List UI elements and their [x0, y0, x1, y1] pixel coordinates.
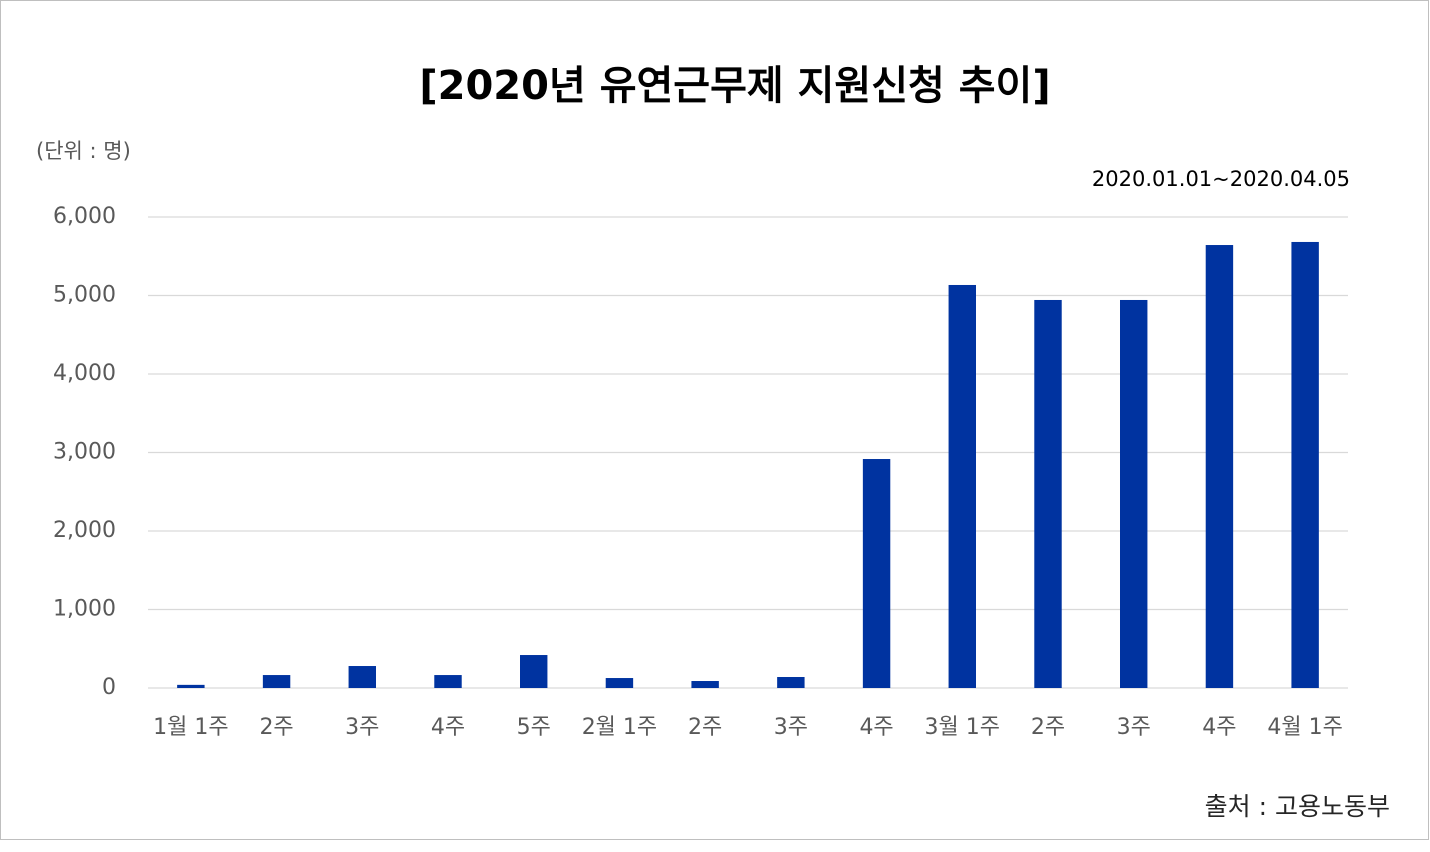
x-tick-label: 3월 1주	[925, 715, 1000, 740]
unit-label: (단위 : 명)	[36, 139, 131, 163]
chart-title: [2020년 유연근무제 지원신청 추이]	[419, 63, 1050, 109]
bar	[348, 666, 376, 688]
x-tick-label: 2월 1주	[582, 715, 657, 740]
x-tick-label: 2주	[259, 715, 293, 740]
bar	[948, 284, 976, 688]
bar	[862, 459, 891, 688]
y-tick-label: 1,000	[53, 597, 116, 622]
x-tick-label: 2주	[688, 715, 722, 740]
x-tick-label: 1월 1주	[153, 715, 228, 740]
x-tick-label: 4주	[859, 715, 893, 740]
bar	[1034, 299, 1062, 688]
date-range: 2020.01.01~2020.04.05	[1092, 167, 1350, 191]
x-tick-label: 3주	[774, 715, 808, 740]
x-tick-label: 2주	[1031, 715, 1065, 740]
bar	[691, 681, 719, 688]
x-tick-label: 3주	[1117, 715, 1151, 740]
bar	[777, 677, 805, 688]
y-tick-label: 4,000	[53, 361, 116, 386]
y-tick-label: 0	[102, 675, 116, 700]
bar	[1291, 241, 1319, 688]
bar	[1205, 245, 1234, 688]
bar	[177, 684, 205, 688]
y-tick-label: 5,000	[53, 283, 116, 308]
y-tick-label: 3,000	[53, 440, 116, 465]
bar	[605, 678, 634, 688]
bar	[434, 675, 462, 688]
bar	[1120, 299, 1148, 688]
source-note: 출처 : 고용노동부	[1205, 792, 1390, 821]
x-tick-label: 4월 1주	[1267, 715, 1342, 740]
x-tick-label: 3주	[345, 715, 379, 740]
y-tick-label: 6,000	[53, 204, 116, 229]
x-tick-label: 5주	[517, 715, 551, 740]
bar	[520, 655, 548, 688]
x-tick-label: 4주	[431, 715, 465, 740]
bar	[262, 675, 291, 688]
y-tick-label: 2,000	[53, 518, 116, 543]
x-tick-label: 4주	[1202, 715, 1236, 740]
